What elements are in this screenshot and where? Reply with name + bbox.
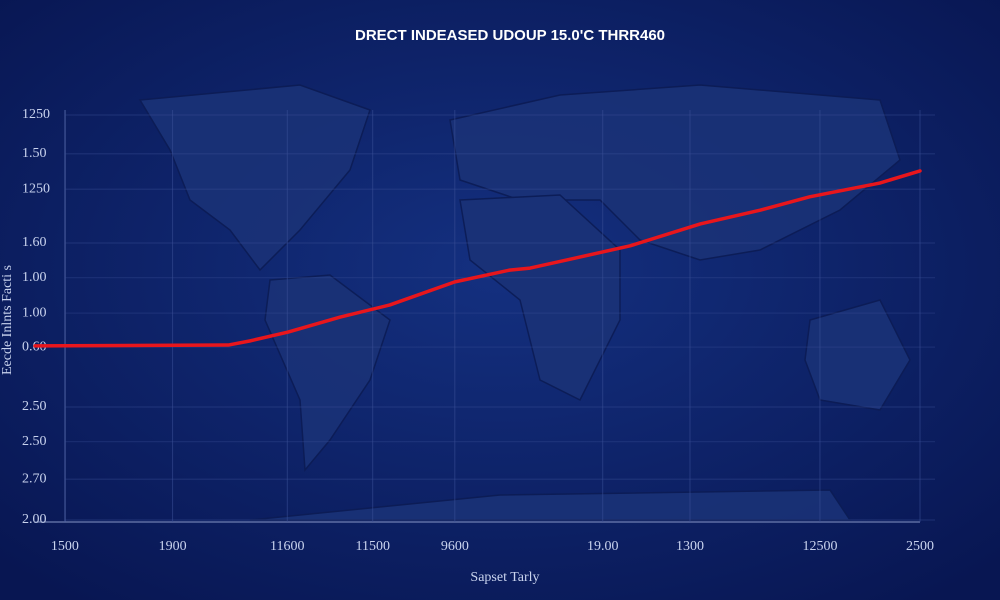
y-tick-label: 1.00 [22, 270, 47, 285]
y-tick-label: 1.60 [22, 235, 47, 250]
y-tick-label: 1250 [22, 107, 50, 122]
y-tick-label: 1.50 [22, 146, 47, 161]
x-tick-label: 1900 [159, 539, 187, 554]
y-tick-label: 2.00 [22, 512, 47, 527]
y-tick-label: 1.00 [22, 305, 47, 320]
y-tick-label: 2.70 [22, 471, 47, 486]
chart-title: DRECT INDEASED UDOUP 15.0'C THRR460 [355, 27, 665, 44]
x-tick-label: 11600 [270, 539, 304, 554]
data-line [33, 169, 922, 348]
x-tick-label: 1300 [676, 539, 704, 554]
x-tick-label: 2500 [906, 539, 934, 554]
x-tick-label: 9600 [441, 539, 469, 554]
x-tick-label: 11500 [356, 539, 390, 554]
x-axis-label: Sapset Tarly [470, 570, 539, 585]
x-tick-label: 1500 [51, 539, 79, 554]
world-map [138, 84, 911, 521]
y-tick-label: 1250 [22, 181, 50, 196]
x-tick-label: 12500 [802, 539, 837, 554]
y-tick-label: 2.50 [22, 434, 47, 449]
y-tick-label: 2.50 [22, 399, 47, 414]
x-tick-label: 19.00 [587, 539, 619, 554]
y-axis-label: Eecde Inlnts Facti s [0, 265, 15, 375]
